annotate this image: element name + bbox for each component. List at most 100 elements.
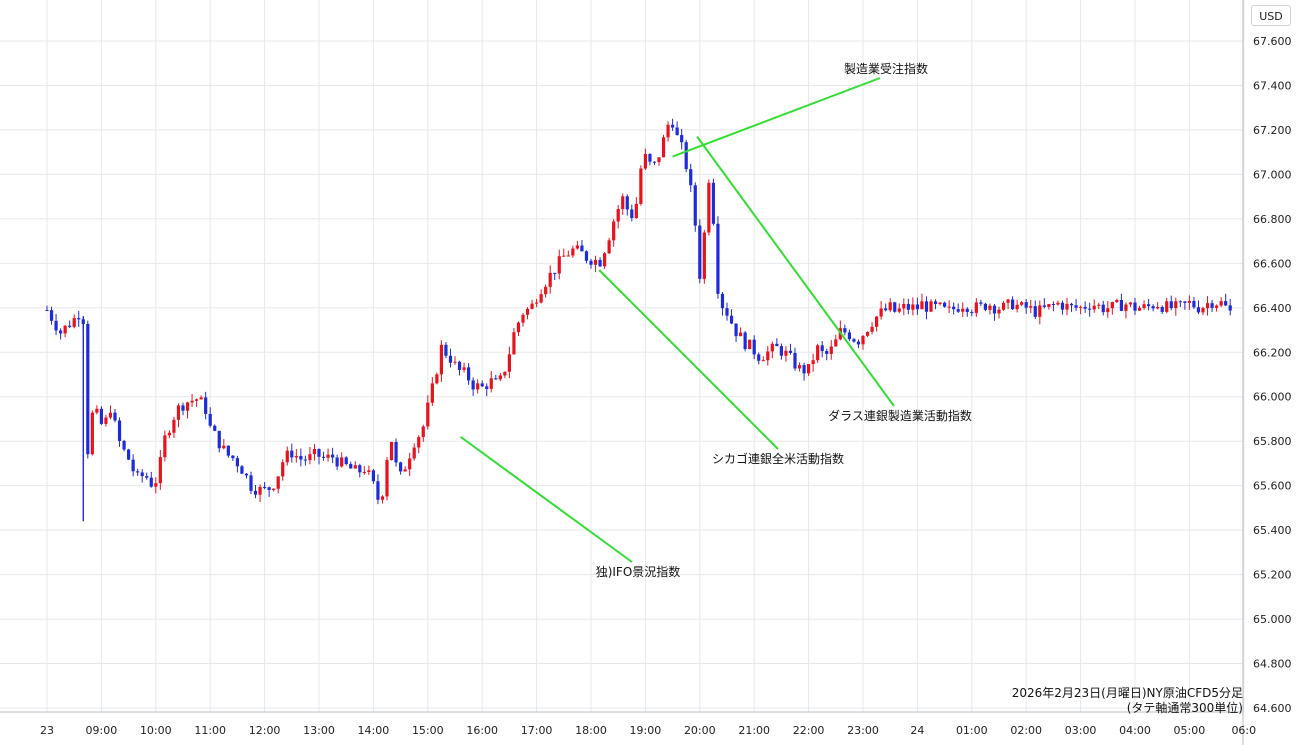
candle-body — [176, 405, 181, 420]
candle-body — [684, 142, 688, 170]
candle-body — [643, 153, 647, 169]
candle-body — [956, 309, 960, 312]
candle-body — [1174, 301, 1178, 309]
candle-body — [294, 456, 298, 458]
candle-body — [902, 303, 906, 309]
candle-body — [136, 471, 140, 473]
y-tick-label: 67.400 — [1253, 79, 1292, 92]
candle-body — [820, 345, 824, 352]
y-tick-label: 67.000 — [1253, 168, 1292, 181]
candle-body — [920, 301, 924, 310]
candle-body — [303, 459, 307, 461]
candle-body — [1038, 305, 1042, 317]
candle-body — [580, 245, 584, 252]
y-tick-label: 66.600 — [1253, 257, 1292, 270]
candle-body — [195, 399, 199, 401]
candle-body — [861, 335, 865, 345]
candle-body — [503, 371, 507, 376]
candle-body — [784, 350, 788, 356]
candle-body — [1160, 306, 1164, 312]
candle-body — [1110, 302, 1114, 309]
candle-body — [1215, 305, 1219, 308]
candle-body — [213, 425, 217, 431]
candle-body — [1051, 304, 1055, 306]
candle-body — [752, 339, 756, 355]
candle-body — [1101, 304, 1105, 313]
y-tick-label: 66.800 — [1253, 213, 1292, 226]
candle-body — [675, 127, 679, 136]
candle-body — [367, 470, 371, 472]
candle-body — [888, 302, 892, 311]
candle-body — [1210, 303, 1214, 308]
candle-body — [457, 361, 462, 370]
candle-body — [344, 457, 348, 465]
candle-body — [1124, 304, 1128, 311]
x-tick-label: 15:00 — [412, 724, 444, 737]
candle-body — [240, 466, 244, 474]
candle-body — [639, 168, 643, 204]
candle-body — [353, 465, 357, 469]
y-tick-label: 64.800 — [1253, 658, 1292, 671]
candle-body — [539, 294, 543, 303]
annotation-leader-line — [696, 136, 895, 407]
candle-body — [716, 223, 720, 294]
candle-body — [349, 464, 353, 469]
candle-body — [915, 304, 919, 310]
candle-body — [593, 259, 598, 265]
candle-body — [127, 449, 131, 460]
candle-body — [607, 240, 611, 254]
candle-body — [163, 435, 167, 458]
candle-body — [408, 458, 412, 470]
y-tick-label: 65.800 — [1253, 435, 1292, 448]
x-tick-label: 05:00 — [1174, 724, 1206, 737]
candle-body — [598, 259, 602, 267]
candle-body — [467, 367, 471, 381]
candle-body — [1092, 305, 1096, 310]
candle-body — [562, 255, 566, 257]
candle-body — [1001, 302, 1006, 310]
candle-body — [693, 185, 697, 226]
candle-body — [77, 318, 81, 320]
candle-body — [1128, 302, 1133, 305]
candle-body — [285, 450, 289, 463]
candle-body — [720, 293, 725, 309]
candle-body — [788, 350, 793, 353]
candle-body — [1042, 305, 1046, 307]
candle-body — [870, 326, 874, 332]
candle-body — [1024, 302, 1028, 308]
candle-body — [1187, 300, 1191, 303]
candle-body — [933, 301, 938, 304]
candle-body — [924, 301, 929, 312]
x-tick-label: 20:00 — [684, 724, 716, 737]
y-tick-label: 66.200 — [1253, 346, 1292, 359]
candle-body — [875, 316, 879, 327]
candle-body — [1029, 306, 1033, 308]
candle-body — [1079, 306, 1083, 308]
candle-body — [335, 457, 339, 467]
candle-body — [140, 472, 144, 477]
candle-body — [879, 308, 883, 317]
candle-body — [1147, 304, 1151, 307]
candle-body — [371, 470, 375, 482]
candle-body — [45, 310, 49, 312]
candle-body — [739, 332, 743, 337]
candle-body — [938, 302, 942, 304]
x-tick-label: 23 — [40, 724, 54, 737]
candle-body — [825, 351, 829, 354]
chart-caption: 2026年2月23日(月曜日)NY原油CFD5分足 (タテ軸通常300単位) — [1012, 686, 1243, 716]
candle-body — [548, 272, 552, 287]
candle-body — [553, 272, 557, 274]
candle-body — [385, 460, 389, 497]
candle-body — [584, 251, 589, 261]
x-tick-label: 06:0 — [1231, 724, 1256, 737]
candles — [45, 118, 1232, 522]
candle-body — [698, 225, 702, 279]
candle-body — [68, 325, 72, 327]
candle-body — [1065, 303, 1069, 310]
candle-body — [290, 450, 294, 458]
candle-body — [1151, 306, 1155, 309]
candle-body — [671, 124, 675, 128]
candle-body — [979, 302, 983, 304]
candle-body — [616, 209, 620, 222]
candle-body — [707, 182, 711, 233]
